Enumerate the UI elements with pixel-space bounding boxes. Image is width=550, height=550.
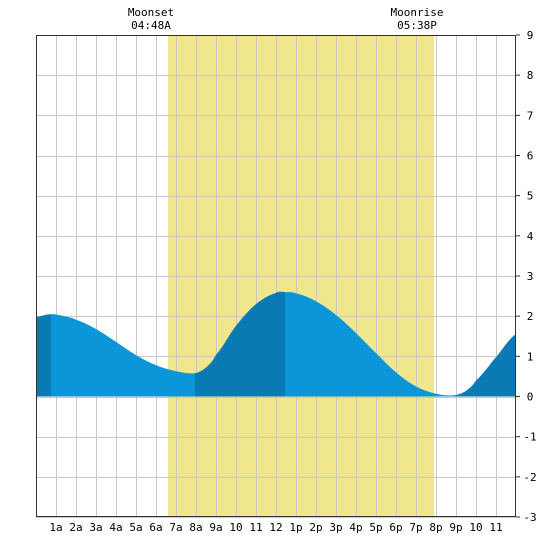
y-tick-label: 1 bbox=[527, 350, 534, 363]
x-tick-label: 7a bbox=[169, 521, 182, 534]
y-tick-label: 3 bbox=[527, 270, 534, 283]
x-tick-label: 7p bbox=[409, 521, 422, 534]
tide-area bbox=[36, 291, 516, 397]
y-tick-label: -2 bbox=[523, 471, 536, 484]
moon-event-name: Moonrise bbox=[391, 6, 444, 19]
y-tick-label: -3 bbox=[523, 511, 536, 524]
x-tick-label: 6a bbox=[149, 521, 162, 534]
tide-segment-rising bbox=[195, 291, 285, 397]
x-tick-label: 2a bbox=[69, 521, 82, 534]
y-tick-label: 9 bbox=[527, 29, 534, 42]
tide-segment-rising bbox=[36, 314, 51, 397]
x-tick-label: 9a bbox=[209, 521, 222, 534]
y-axis-ticks: -3 -2 -1 0 1 2 3 4 5 6 7 8 9 bbox=[516, 29, 537, 524]
x-tick-label: 5a bbox=[129, 521, 142, 534]
y-tick-label: 8 bbox=[527, 69, 534, 82]
x-tick-label: 8p bbox=[429, 521, 442, 534]
x-tick-label: 8a bbox=[189, 521, 202, 534]
y-tick-label: -1 bbox=[523, 431, 536, 444]
moon-event-time: 05:38P bbox=[397, 19, 437, 32]
y-tick-label: 2 bbox=[527, 310, 534, 323]
x-tick-label: 12 bbox=[269, 521, 282, 534]
moon-event-name: Moonset bbox=[128, 6, 174, 19]
x-tick-label: 9p bbox=[449, 521, 462, 534]
x-tick-label: 1p bbox=[289, 521, 302, 534]
x-tick-label: 1a bbox=[49, 521, 62, 534]
x-tick-label: 6p bbox=[389, 521, 402, 534]
plot-frame bbox=[36, 35, 516, 517]
x-tick-label: 4p bbox=[349, 521, 362, 534]
y-tick-label: 0 bbox=[527, 391, 534, 404]
moon-event-time: 04:48A bbox=[131, 19, 171, 32]
x-tick-label: 11 bbox=[489, 521, 502, 534]
y-tick-label: 5 bbox=[527, 190, 534, 203]
tide-segment-rising bbox=[454, 334, 516, 397]
x-axis-ticks: 1a 2a 3a 4a 5a 6a 7a 8a 9a 10 11 12 1p 2p 3p 4p 5p 6p 7p 8p… bbox=[49, 521, 502, 534]
x-tick-label: 10 bbox=[469, 521, 482, 534]
x-tick-label: 5p bbox=[369, 521, 382, 534]
tide-segment-falling bbox=[285, 292, 454, 397]
x-tick-label: 3a bbox=[89, 521, 102, 534]
y-tick-label: 7 bbox=[527, 109, 534, 122]
x-tick-label: 2p bbox=[309, 521, 322, 534]
y-tick-label: 6 bbox=[527, 150, 534, 163]
tide-segment-falling bbox=[51, 314, 195, 397]
x-tick-label: 3p bbox=[329, 521, 342, 534]
grid-lines bbox=[36, 35, 516, 518]
x-tick-label: 10 bbox=[229, 521, 242, 534]
x-tick-label: 11 bbox=[249, 521, 262, 534]
y-tick-label: 4 bbox=[527, 230, 534, 243]
x-tick-label: 4a bbox=[109, 521, 122, 534]
